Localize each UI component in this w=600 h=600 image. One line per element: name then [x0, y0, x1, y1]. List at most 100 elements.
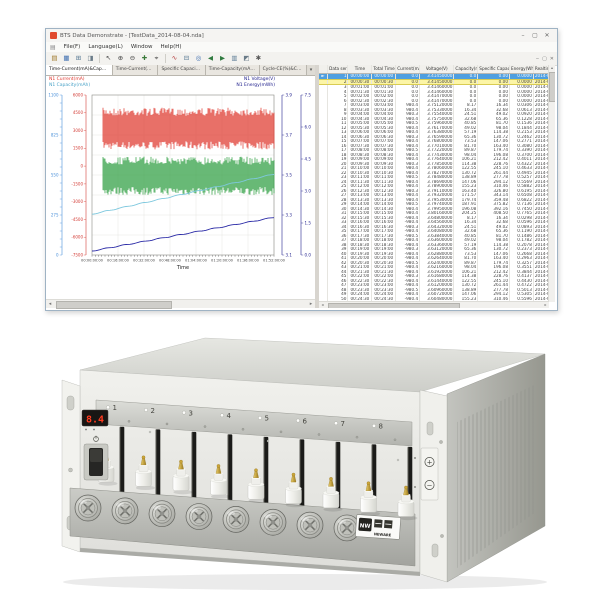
table-row[interactable]: 3 00:01:00 00:01:00 0.0 3.41460000 0.0 0.00 0.0… — [319, 85, 549, 90]
data-grid[interactable]: Data serial numberTimeTotal TimeCurrent(… — [319, 65, 549, 302]
table-row[interactable]: 37 00:18:00 00:18:00 -980.4 3.63600000 49.02 9… — [319, 238, 549, 243]
table-row[interactable]: 49 00:24:00 00:24:00 -980.4 3.60720000 147.06… — [319, 292, 549, 297]
table-vertical-scrollbar[interactable]: ▴ — [548, 65, 555, 302]
chart-tab-3[interactable]: Specific Capacity&Voltage — [158, 65, 206, 75]
scroll-right-icon[interactable]: ▸ — [309, 301, 313, 307]
table-row[interactable]: 22 00:10:30 00:10:30 980.4 3.78270000 130.72 2… — [319, 170, 549, 175]
table-row[interactable]: 35 00:17:00 00:17:00 -980.4 3.64080000 32.68 6… — [319, 229, 549, 234]
table-row[interactable]: 11 00:05:00 00:05:00 980.5 3.75960000 40.85 81… — [319, 121, 549, 126]
table-row[interactable]: 14 00:06:30 00:06:30 980.3 3.76590000 65.36 13… — [319, 134, 549, 139]
table-row[interactable]: 9 00:04:00 00:04:00 980.3 3.75540000 24.51 49.… — [319, 112, 549, 117]
table-row[interactable]: 44 00:21:30 00:21:30 -980.4 3.61920000 106.21… — [319, 269, 549, 274]
maximize-button[interactable]: ▢ — [532, 32, 538, 39]
panel-splitter[interactable] — [315, 65, 319, 308]
data-points-button[interactable]: ◎ — [195, 54, 202, 62]
scroll-left-icon[interactable]: ◂ — [48, 301, 52, 307]
table-view-button[interactable]: ▥ — [231, 54, 238, 62]
table-row[interactable]: 4 00:01:30 00:01:30 0.0 3.41460000 0.0 0.00 0.0… — [319, 89, 549, 94]
crosshair-button[interactable]: ⌖ — [154, 54, 159, 62]
table-row[interactable]: 50 00:24:30 00:24:30 -980.4 3.60480000 155.23… — [319, 296, 549, 301]
curve-button[interactable]: ∿ — [171, 54, 178, 62]
mdi-restore-icon[interactable]: ▢ — [542, 55, 547, 62]
chart-tab-1[interactable]: Time-Current(mA)&Capacity&Volt&Energy — [46, 65, 113, 75]
scroll-left-icon[interactable]: ◂ — [321, 302, 324, 307]
table-row[interactable]: 33 00:16:00 00:16:00 -980.4 3.64560000 16.34 3… — [319, 220, 549, 225]
column-header[interactable]: Total Time — [373, 65, 397, 73]
table-row[interactable]: 40 00:19:30 00:19:30 -980.4 3.62880000 73.53 1… — [319, 251, 549, 256]
mdi-close-icon[interactable]: ✕ — [549, 55, 554, 62]
table-row[interactable]: 20 00:09:30 00:09:30 980.3 3.77850000 114.38 2… — [319, 161, 549, 166]
cursor-button[interactable]: ↖ — [105, 54, 112, 62]
column-header[interactable] — [319, 65, 329, 73]
table-row[interactable]: 31 00:15:00 00:15:00 980.4 3.80160000 204.25 4… — [319, 211, 549, 216]
table-row[interactable]: 47 00:23:00 00:23:00 -980.4 3.61200000 130.72… — [319, 283, 549, 288]
column-header[interactable]: Realtime — [534, 65, 549, 73]
mdi-minimize-icon[interactable]: ‒ — [535, 55, 540, 62]
table-row[interactable]: 18 00:08:30 00:08:30 980.4 3.77430000 98.04 19… — [319, 152, 549, 157]
chart-tab-4[interactable]: Time-Capacity(mAh)&Volt&Energy — [205, 65, 260, 75]
chart-tab-5[interactable]: Cycle-CE(%)&Cap(Wh)&Cap(mAh) — [259, 65, 307, 75]
table-row[interactable]: 16 00:07:30 00:07:30 980.4 3.77010000 81.70 16… — [319, 143, 549, 148]
minimize-button[interactable]: – — [521, 32, 525, 39]
scroll-right-icon[interactable]: ▸ — [544, 302, 547, 307]
table-row[interactable]: 6 00:02:30 00:02:30 0.0 3.41470000 0.0 0.00 0.0… — [319, 98, 549, 103]
menu-item-help-h-[interactable]: Help(H) — [160, 44, 182, 50]
settings-button[interactable]: ✱ — [255, 54, 262, 62]
next-button[interactable]: ▶ — [220, 54, 225, 62]
table-row[interactable]: 19 00:09:00 00:09:00 980.4 3.77640000 106.21 2… — [319, 157, 549, 162]
table-row[interactable]: 36 00:17:30 00:17:30 -980.5 3.63840000 40.85 8… — [319, 233, 549, 238]
table-row[interactable]: 25 00:12:00 00:12:00 980.4 3.78900000 155.23 3… — [319, 184, 549, 189]
scroll-thumb[interactable] — [549, 72, 555, 102]
close-button[interactable]: ✕ — [544, 32, 550, 39]
copy-button[interactable]: ⊞ — [75, 54, 82, 62]
table-row[interactable]: 17 00:08:00 00:08:00 980.5 3.77220000 89.87 17… — [319, 148, 549, 153]
chart-horizontal-scrollbar[interactable]: ◂ ▸ — [46, 299, 315, 309]
table-row[interactable]: 8 00:03:30 00:03:30 980.4 3.75330000 16.34 32.… — [319, 107, 549, 112]
zoom-out-button[interactable]: ⊖ — [129, 54, 136, 62]
table-row[interactable]: 23 00:11:00 00:11:00 980.5 3.78480000 138.89 2… — [319, 175, 549, 180]
open-button[interactable]: ▤ — [51, 54, 58, 62]
table-horizontal-scrollbar[interactable]: ◂ ▸ — [319, 301, 549, 308]
column-header[interactable]: Time — [348, 65, 373, 73]
scroll-up-icon[interactable]: ▴ — [550, 65, 553, 70]
table-row[interactable]: 48 00:23:30 00:23:30 -980.5 3.60960000 138.89… — [319, 287, 549, 292]
chart-canvas[interactable]: 1100 825 550 275 0 6000 4500 3000 1500 0 -1500 -300… — [46, 75, 315, 300]
prev-button[interactable]: ◀ — [208, 54, 213, 62]
table-row[interactable]: 5 00:02:00 00:02:00 0.0 3.41470000 0.0 0.00 0.0… — [319, 94, 549, 99]
table-row[interactable]: 43 00:21:00 00:21:00 -980.4 3.62160000 98.04 1… — [319, 265, 549, 270]
table-row[interactable]: ► 1 00:00:00 00:00:00 0.0 3.41450000 0.0 0.00 0.… — [319, 74, 549, 79]
pan-button[interactable]: ✚ — [141, 54, 148, 62]
print-button[interactable]: ◨ — [87, 54, 94, 62]
table-row[interactable]: 46 00:22:30 00:22:30 -980.4 3.61440000 122.55… — [319, 278, 549, 283]
save-button[interactable]: ▦ — [63, 54, 70, 62]
zoom-in-button[interactable]: ⊕ — [117, 54, 124, 62]
column-header[interactable]: Capacity(mAh) — [454, 65, 479, 73]
column-header[interactable]: Voltage(V) — [420, 65, 455, 73]
table-row[interactable]: 24 00:11:30 00:11:30 980.4 3.78690000 147.06 2… — [319, 179, 549, 184]
table-row[interactable]: 41 00:20:00 00:20:00 -980.4 3.62640000 81.70 1… — [319, 256, 549, 261]
column-header[interactable]: Energy(Wh) — [510, 65, 534, 73]
tab-overflow-icon[interactable]: ▾ — [309, 67, 313, 73]
table-row[interactable]: 26 00:12:30 00:12:30 980.3 3.79110000 163.40 3… — [319, 188, 549, 193]
column-header[interactable]: Data serial number — [329, 65, 349, 73]
scroll-thumb[interactable] — [328, 303, 460, 308]
table-row[interactable]: 27 00:13:00 00:13:00 980.4 3.79320000 171.57 3… — [319, 193, 549, 198]
chart-tab-2[interactable]: Time-Current(mA)&Voltage — [112, 65, 159, 75]
column-header[interactable]: Current(mA) — [397, 65, 421, 73]
menu-item-window[interactable]: Window — [130, 44, 153, 50]
grid-button[interactable]: ⊟ — [183, 54, 190, 62]
table-row[interactable]: 7 00:03:00 00:03:00 980.4 3.75120000 8.17 16.3… — [319, 103, 549, 108]
table-row[interactable]: 34 00:16:30 00:16:30 -980.3 3.64320000 24.51 4… — [319, 224, 549, 229]
menu-item-language-l-[interactable]: Language(L) — [88, 44, 123, 50]
table-row[interactable]: 38 00:18:30 00:18:30 -980.4 3.63360000 57.19 1… — [319, 242, 549, 247]
table-row[interactable]: 10 00:04:30 00:04:30 980.4 3.75750000 32.68 65… — [319, 116, 549, 121]
scroll-thumb[interactable] — [56, 301, 172, 309]
table-row[interactable]: 28 00:13:30 00:13:30 980.4 3.79530000 179.74 3… — [319, 197, 549, 202]
table-row[interactable]: 29 00:14:00 00:14:00 980.5 3.79740000 187.91 3… — [319, 202, 549, 207]
table-row[interactable]: 42 00:20:30 00:20:30 -980.5 3.62400000 89.87 1… — [319, 260, 549, 265]
column-header[interactable]: Specific Capacity(mAh/g) — [479, 65, 510, 73]
titlebar[interactable]: BTS Data Demonstrate - [TestData_2014-08… — [46, 29, 557, 43]
table-row[interactable]: 21 00:10:00 00:10:00 980.4 3.78060000 122.55 2… — [319, 166, 549, 171]
table-row[interactable]: 13 00:06:00 00:06:00 980.4 3.76380000 57.19 11… — [319, 130, 549, 135]
menu-item-file-f-[interactable]: File(F) — [63, 44, 81, 50]
